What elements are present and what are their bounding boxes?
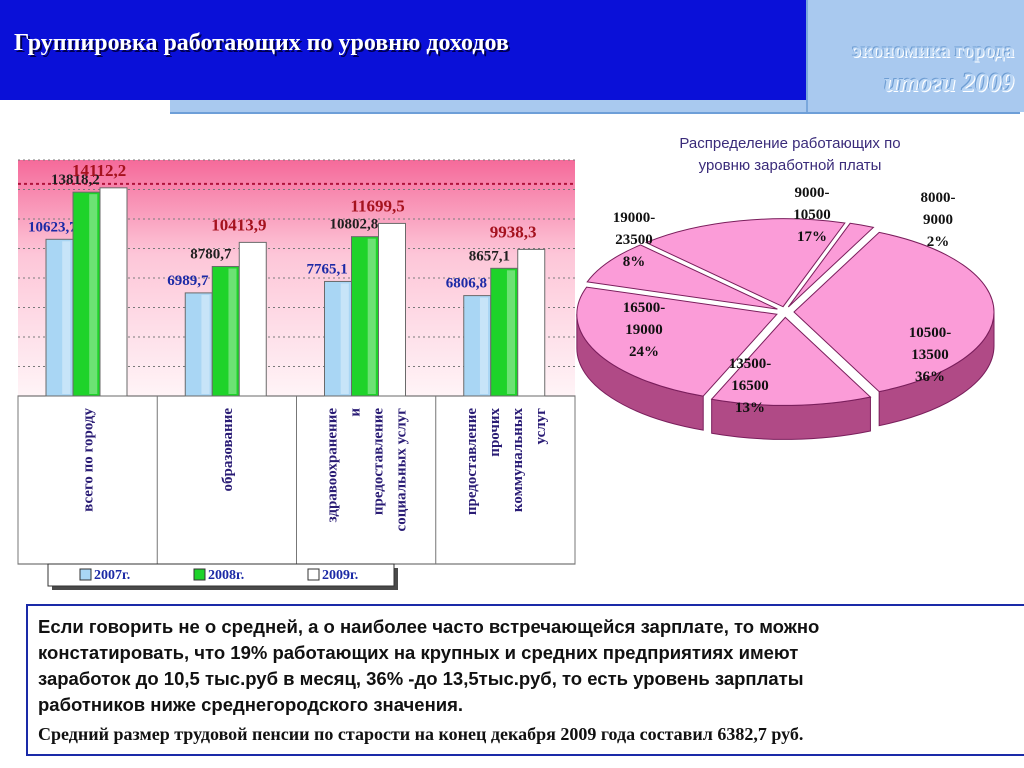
pension-note: Средний размер трудовой пенсии по старос… <box>38 724 804 744</box>
logo: экономика города итоги 2009 <box>806 0 1024 112</box>
bar-highlight <box>201 294 210 394</box>
category-label: предоставление <box>371 408 387 516</box>
legend-label: 2007г. <box>94 568 130 583</box>
pie-label: 9000- <box>795 185 830 201</box>
bar-2007г.-3 <box>463 295 492 397</box>
bar-label: 10623,7 <box>28 219 77 235</box>
pie-label: 17% <box>797 229 827 245</box>
bar-label: 8657,1 <box>469 248 510 264</box>
bar-highlight <box>394 225 403 394</box>
pie-label: 13% <box>735 400 765 416</box>
bar-highlight <box>62 241 71 394</box>
pie-label: 9000 <box>923 212 953 228</box>
pie-label: 13500 <box>911 347 949 363</box>
summary-paragraph: Если говорить не о средней, а о наиболее… <box>38 616 820 715</box>
bar-label: 6806,8 <box>446 276 487 292</box>
pie-chart: 8000- 9000 2% 10500- 13500 36% 13500- 16500 13% 1… <box>576 185 995 440</box>
legend-label: 2008г. <box>208 568 244 583</box>
bar-2009г.-2 <box>378 222 406 397</box>
pie-slice-5 <box>644 218 846 308</box>
bar-label: 10413,9 <box>211 215 266 234</box>
bar-2009г.-1 <box>238 241 267 397</box>
pie-slice-0 <box>787 222 875 308</box>
bar-2007г.-2 <box>324 280 352 397</box>
bar-label: 11699,5 <box>351 196 405 215</box>
legend-swatch <box>307 568 320 581</box>
pie-slice-3 <box>576 286 778 397</box>
category-label: социальных услуг <box>394 408 410 532</box>
category-label: услуг <box>533 408 549 445</box>
legend-label: 2009г. <box>322 568 358 583</box>
page-title: Группировка работающих по уровню доходов <box>14 30 509 56</box>
pie-title-line-2: уровню заработной платы <box>698 157 882 174</box>
bar-highlight <box>479 297 489 394</box>
bar-2008г.-2 <box>351 236 379 397</box>
category-label: образование <box>220 408 236 492</box>
bar-label: 13818,2 <box>51 172 100 188</box>
pie-label: 19000 <box>625 322 663 338</box>
bar-2008г.-3 <box>490 267 519 397</box>
pie-slice-2 <box>710 316 872 406</box>
logo-line1: экономика города <box>852 40 1014 62</box>
category-label: коммунальных <box>510 408 526 513</box>
pie-slice-1 <box>793 231 995 393</box>
pie-label: 16500 <box>731 378 769 394</box>
pie-label: 36% <box>915 369 945 385</box>
pie-label: 8000- <box>921 190 956 206</box>
category-label: предоставление <box>464 408 480 516</box>
pie-title-line-1: Распределение работающих по <box>679 135 901 152</box>
pie-label: 10500- <box>909 325 952 341</box>
bar-highlight <box>228 268 237 394</box>
pie-label: 24% <box>629 344 659 360</box>
pie-label: 16500- <box>623 300 666 316</box>
pie-label: 23500 <box>615 232 653 248</box>
category-label: прочих <box>487 408 503 457</box>
bar-2007г.-0 <box>45 238 74 397</box>
bar-label: 9938,3 <box>490 222 537 241</box>
bar-2009г.-3 <box>517 248 546 397</box>
pie-label: 2% <box>927 234 950 250</box>
category-label: всего по городу <box>81 408 97 512</box>
bar-highlight <box>340 283 349 394</box>
bar-highlight <box>506 270 516 394</box>
category-label: здравоохранение <box>325 408 341 523</box>
bar-highlight <box>367 238 376 394</box>
pie-label: 19000- <box>613 210 656 226</box>
pie-label: 8% <box>623 254 646 270</box>
logo-line2: итоги 2009 <box>884 68 1014 97</box>
bar-label: 8780,7 <box>190 246 232 262</box>
legend-swatch <box>193 568 206 581</box>
bar-highlight <box>89 194 98 394</box>
legend: 2007г. 2008г. 2009г. <box>47 563 398 590</box>
bar-highlight <box>533 251 543 394</box>
bar-label: 10802,8 <box>330 217 379 233</box>
category-label: и <box>348 408 364 417</box>
pie-label: 10500 <box>793 207 831 223</box>
bar-highlight <box>255 244 264 394</box>
pie-label: 13500- <box>729 356 772 372</box>
bar-highlight <box>116 189 125 394</box>
bar-2008г.-1 <box>211 265 240 397</box>
bar-chart: 10623,7 6989,7 7765,1 6806,8 13818,2 8780,7 10… <box>17 159 576 590</box>
bar-2008г.-0 <box>72 191 101 397</box>
bar-label: 7765,1 <box>307 261 348 277</box>
bar-label: 6989,7 <box>167 273 209 289</box>
pie-chart-title: Распределение работающих по уровню зараб… <box>640 133 940 177</box>
text-box: Если говорить не о средней, а о наиболее… <box>26 604 1024 756</box>
bar-2009г.-0 <box>99 187 128 397</box>
header-bar: Группировка работающих по уровню доходов <box>0 0 806 100</box>
legend-swatch <box>79 568 92 581</box>
pie-slice-4 <box>586 244 778 310</box>
bar-label: 14112,2 <box>72 161 126 180</box>
